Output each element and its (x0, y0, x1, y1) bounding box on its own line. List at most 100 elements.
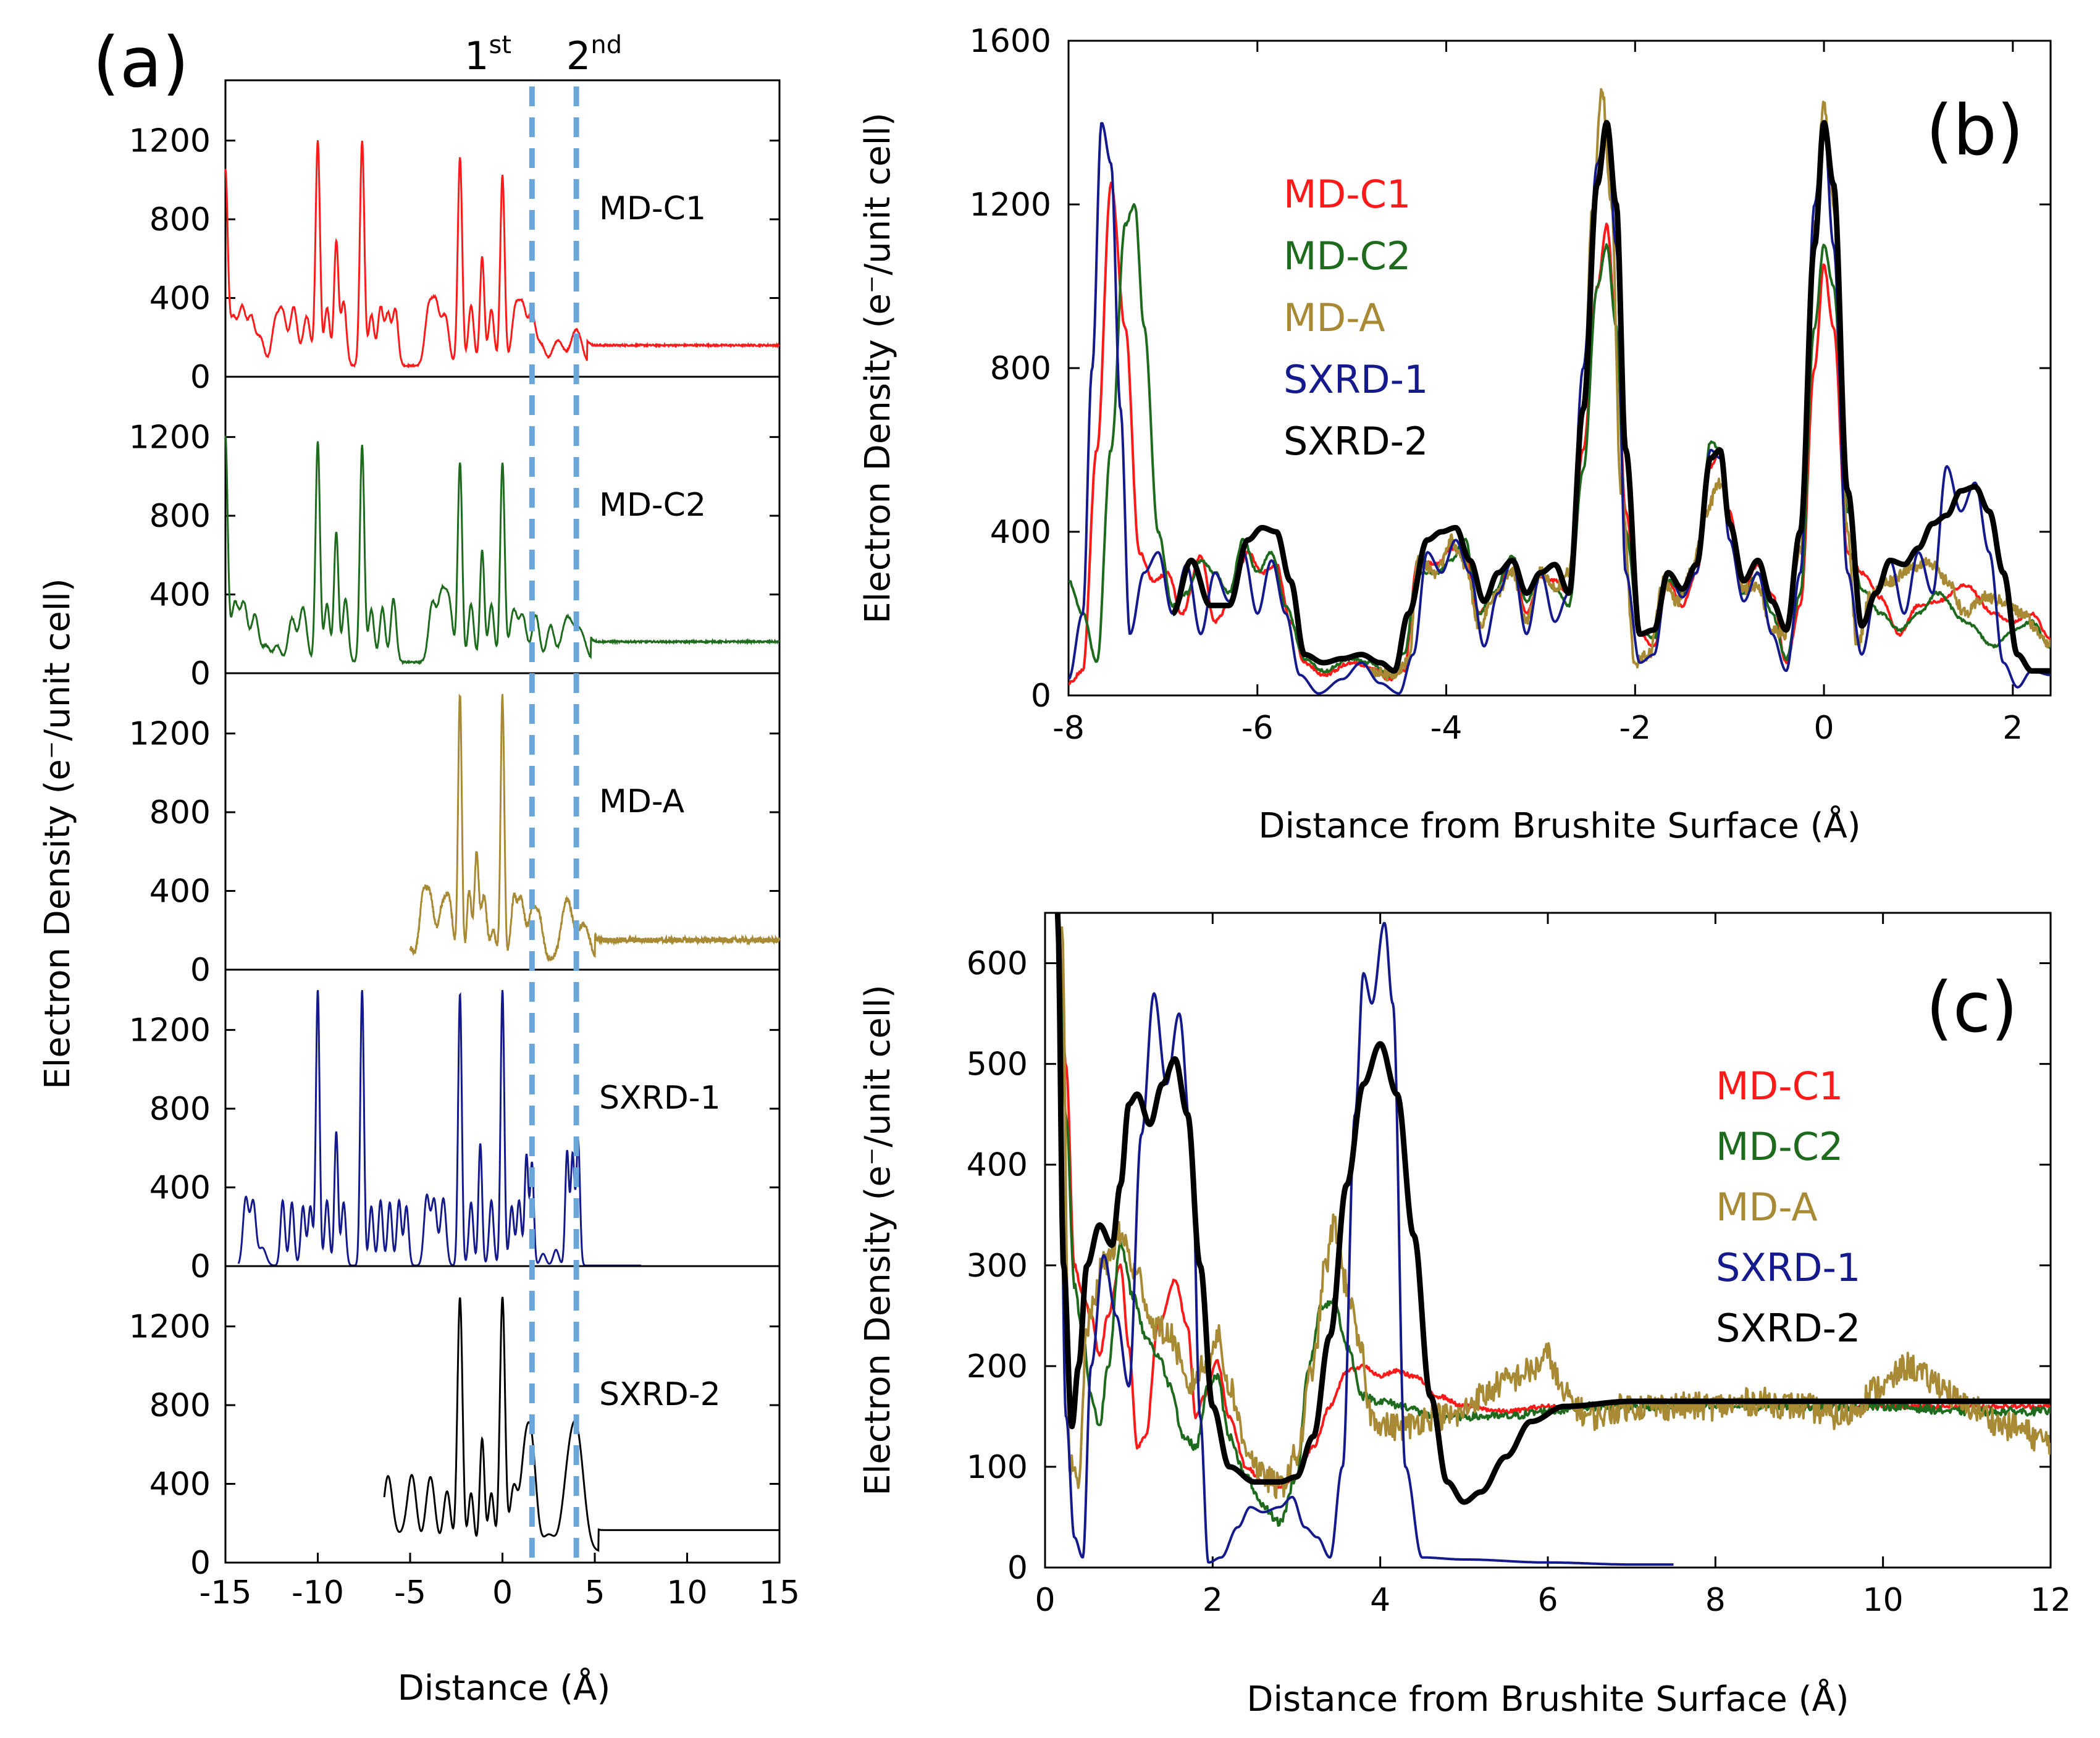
x-tick-label: 0 (1035, 1582, 1055, 1619)
panel-a-series-md-c1 (224, 140, 780, 369)
panel-b-ticks: -8 -6 -4 -2 0 2 0 400 800 1200 1600 (970, 23, 2051, 747)
x-tick-label: 6 (1537, 1582, 1558, 1619)
y-tick-label: 800 (149, 1387, 211, 1424)
x-tick-label: -8 (1052, 710, 1085, 747)
x-tick-label: 10 (666, 1574, 707, 1611)
panel-b-y-axis-label: Electron Density (e⁻/unit cell) (858, 112, 898, 623)
y-tick-label: 0 (190, 1545, 211, 1582)
legend-entry-md-c2: MD-C2 (1716, 1124, 1843, 1169)
panel-a-trace-label-sxrd-2: SXRD-2 (599, 1376, 721, 1413)
y-tick-label: 0 (1007, 1550, 1028, 1587)
panel-a-subplot-sxrd-2: 0 400 800 1200 SXRD-2 (129, 1265, 781, 1582)
panel-c-series (1054, 913, 2051, 1566)
x-tick-label: -5 (394, 1574, 426, 1611)
y-tick-label: 1200 (129, 716, 211, 753)
panel-a-trace-label-sxrd-1: SXRD-1 (599, 1080, 721, 1117)
second-layer-marker-suffix: nd (590, 31, 622, 59)
x-tick-label: -4 (1430, 710, 1463, 747)
y-tick-label: 800 (149, 1091, 211, 1128)
second-layer-marker-label: 2nd (566, 31, 622, 78)
series-line-md-a (1369, 88, 2051, 682)
y-tick-label: 400 (149, 280, 211, 317)
panel-a-subplot-frame (224, 79, 781, 378)
x-tick-label: -10 (292, 1574, 344, 1611)
x-tick-label: 5 (584, 1574, 605, 1611)
series-line-md-c2 (1056, 913, 2051, 1527)
y-tick-label: 0 (190, 952, 211, 989)
series-line-md-c2 (1069, 203, 2051, 678)
panel-c-x-axis-label: Distance from Brushite Surface (Å) (1246, 1679, 1849, 1719)
y-tick-label: 1200 (129, 123, 211, 160)
series-line-sxrd-1 (1056, 913, 1674, 1566)
panel-a-subplot-md-c2: 0 400 800 1200 MD-C2 (129, 376, 781, 692)
panel-a-series-sxrd-1 (237, 989, 641, 1267)
panel-a-layer-markers (529, 86, 579, 1563)
legend-entry-md-c1: MD-C1 (1283, 172, 1411, 217)
panel-a-x-ticks: -15 -10 -5 0 5 10 15 (200, 1553, 800, 1611)
first-layer-marker-number: 1 (464, 33, 489, 78)
y-tick-label: 0 (1031, 678, 1051, 715)
y-tick-label: 200 (967, 1348, 1028, 1385)
y-tick-label: 100 (967, 1449, 1028, 1486)
panel-b-label: (b) (1926, 91, 2023, 171)
x-tick-label: -2 (1619, 710, 1651, 747)
x-tick-label: 2 (2002, 710, 2023, 747)
y-tick-label: 1200 (129, 1012, 211, 1049)
x-tick-label: 0 (1814, 710, 1834, 747)
x-tick-label: 15 (759, 1574, 800, 1611)
y-tick-label: 1200 (129, 419, 211, 456)
panel-b-series (1069, 88, 2051, 695)
legend-entry-md-c1: MD-C1 (1716, 1064, 1843, 1109)
y-tick-label: 800 (149, 201, 211, 238)
y-tick-label: 800 (149, 794, 211, 831)
y-tick-label: 400 (149, 577, 211, 614)
second-layer-marker-number: 2 (566, 33, 590, 78)
svg-text:2nd: 2nd (566, 31, 622, 78)
y-tick-label: 800 (149, 498, 211, 535)
series-line-md-c1 (1069, 182, 2051, 686)
panel-a-trace-label-md-a: MD-A (599, 783, 685, 820)
x-tick-label: 0 (492, 1574, 513, 1611)
panel-b-x-axis-label: Distance from Brushite Surface (Å) (1258, 805, 1860, 846)
legend-entry-sxrd-1: SXRD-1 (1716, 1245, 1860, 1290)
panel-a-series-md-a (409, 693, 781, 962)
y-tick-label: 1200 (970, 187, 1051, 224)
y-tick-label: 400 (990, 514, 1051, 551)
panel-c-label: (c) (1926, 968, 2018, 1048)
x-tick-label: -15 (200, 1574, 252, 1611)
y-tick-label: 1200 (129, 1309, 211, 1346)
x-tick-label: 4 (1370, 1582, 1390, 1619)
x-tick-label: 10 (1863, 1582, 1904, 1619)
panel-a: (a) 1st 2nd Electron Density (e⁻/unit ce… (38, 23, 800, 1708)
y-tick-label: 800 (990, 350, 1051, 387)
series-line-sxrd-2 (1054, 913, 2051, 1505)
panel-a-trace-label-md-c2: MD-C2 (599, 487, 706, 524)
panel-a-subplot-md-a: 0 400 800 1200 MD-A (129, 672, 781, 989)
panel-c-ticks: 0 2 4 6 8 10 12 0 100 200 300 400 500 600 (967, 913, 2071, 1619)
legend-entry-md-a: MD-A (1283, 295, 1385, 340)
y-tick-label: 400 (967, 1147, 1028, 1184)
y-tick-label: 0 (190, 359, 211, 396)
y-tick-label: 1600 (970, 23, 1051, 60)
panel-b: -8 -6 -4 -2 0 2 0 400 800 1200 1600 (b) MD-C1 MD-C2… (858, 23, 2052, 846)
panel-a-series-md-c2 (224, 435, 781, 666)
x-tick-label: 2 (1203, 1582, 1223, 1619)
legend-entry-md-a: MD-A (1716, 1185, 1818, 1230)
x-tick-label: 8 (1705, 1582, 1726, 1619)
panel-c-y-axis-label: Electron Density (e⁻/unit cell) (858, 984, 898, 1495)
first-layer-marker-suffix: st (489, 31, 511, 59)
legend-entry-sxrd-2: SXRD-2 (1716, 1306, 1860, 1351)
x-tick-label: 12 (2030, 1582, 2071, 1619)
y-tick-label: 0 (190, 1248, 211, 1285)
panel-b-legend: MD-C1 MD-C2 MD-A SXRD-1 SXRD-2 (1283, 172, 1428, 464)
series-line-sxrd-2 (1170, 120, 2051, 674)
y-tick-label: 0 (190, 655, 211, 692)
panel-a-subplot-frame (224, 376, 781, 674)
y-tick-label: 600 (967, 946, 1028, 983)
y-tick-label: 400 (149, 873, 211, 910)
first-layer-marker-label: 1st (464, 31, 511, 78)
legend-entry-sxrd-2: SXRD-2 (1283, 419, 1428, 464)
series-line-md-c1 (1056, 913, 2051, 1489)
series-line-md-a (1060, 926, 2051, 1499)
